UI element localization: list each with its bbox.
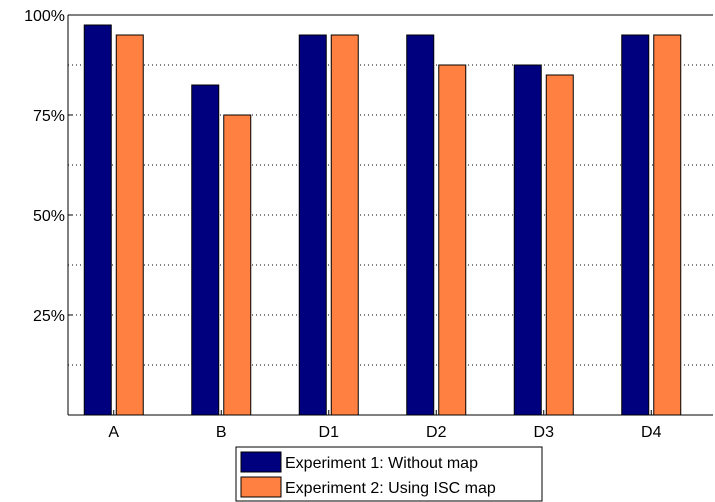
x-tick-label-a: A bbox=[108, 424, 119, 441]
y-tick-label-25: 25% bbox=[33, 308, 65, 325]
bar-d3-series-1 bbox=[513, 64, 542, 416]
x-tick-label-d1: D1 bbox=[319, 424, 340, 441]
legend: Experiment 1: Without map Experiment 2: … bbox=[235, 446, 543, 502]
bar-b-series-1 bbox=[191, 84, 220, 416]
legend-box bbox=[235, 446, 543, 502]
x-tick-label-d2: D2 bbox=[426, 424, 447, 441]
bar-d1-series-2 bbox=[330, 34, 359, 416]
bar-d4-series-2 bbox=[653, 34, 682, 416]
bar-d3-series-2 bbox=[545, 74, 574, 416]
bar-d4-series-1 bbox=[621, 34, 650, 416]
bar-d2-series-1 bbox=[406, 34, 435, 416]
bar-b-series-2 bbox=[223, 114, 252, 416]
x-tick-label-b: B bbox=[216, 424, 227, 441]
bar-d2-series-2 bbox=[438, 64, 467, 416]
grid-lines bbox=[68, 64, 713, 366]
legend-swatch-experiment-1 bbox=[240, 451, 282, 473]
x-tick-label-d3: D3 bbox=[534, 424, 555, 441]
bar-a-series-2 bbox=[115, 34, 144, 416]
bar-a-series-1 bbox=[83, 24, 112, 416]
x-tick-label-d4: D4 bbox=[641, 424, 662, 441]
x-tick-labels: A B D1 D2 D3 D4 bbox=[108, 424, 661, 441]
bar-d1-series-1 bbox=[298, 34, 327, 416]
legend-label-experiment-2: Experiment 2: Using ISC map bbox=[285, 480, 496, 497]
y-tick-label-100: 100% bbox=[24, 8, 65, 25]
bars bbox=[83, 24, 682, 416]
legend-swatch-experiment-2 bbox=[240, 476, 282, 498]
axes bbox=[67, 14, 713, 416]
legend-label-experiment-1: Experiment 1: Without map bbox=[285, 455, 478, 472]
y-tick-label-50: 50% bbox=[33, 208, 65, 225]
y-tick-labels: 25% 50% 75% 100% bbox=[24, 8, 65, 325]
y-tick-label-75: 75% bbox=[33, 108, 65, 125]
